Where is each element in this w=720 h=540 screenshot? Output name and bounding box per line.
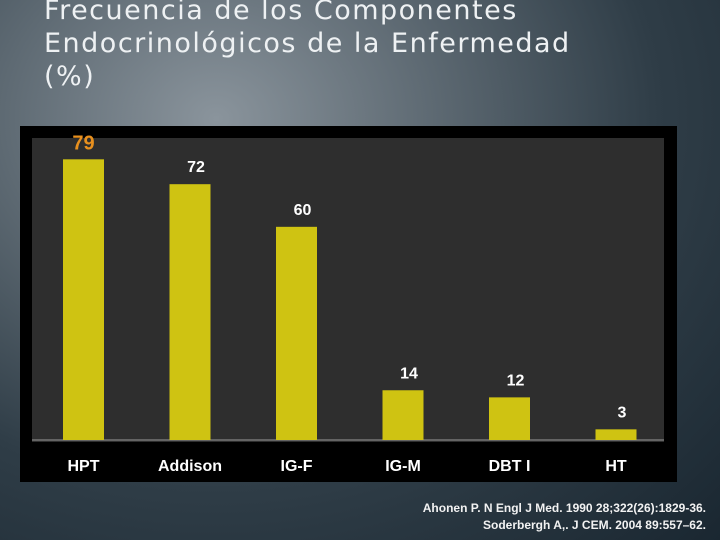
bar-dbt-i	[489, 397, 530, 440]
citation: Ahonen P. N Engl J Med. 1990 28;322(26):…	[286, 500, 706, 534]
bar-chart: 79 HPT 72 Addison 60 IG-F 14 IG-M 12 DBT I 3 HT	[32, 132, 664, 475]
bar-chart-panel: 79 HPT 72 Addison 60 IG-F 14 IG-M 12 DBT I 3 HT	[20, 126, 677, 482]
bar-ig-f	[276, 226, 317, 440]
x-tick-label: IG-M	[385, 458, 421, 475]
x-tick-label: HPT	[68, 458, 100, 475]
data-label: 72	[187, 159, 205, 176]
data-label: 12	[507, 372, 525, 389]
bar-ht	[595, 429, 637, 440]
slide-title: Frecuencia de los Componentes Endocrinol…	[44, 0, 644, 93]
data-label: 79	[72, 132, 94, 154]
data-label: 3	[618, 404, 627, 421]
slide-title-line-3: (%)	[44, 61, 96, 92]
citation-line-1: Ahonen P. N Engl J Med. 1990 28;322(26):…	[422, 501, 706, 515]
bar-hpt	[63, 159, 104, 441]
x-tick-label: DBT I	[489, 458, 531, 475]
x-tick-label: IG-F	[281, 458, 313, 475]
citation-line-2: Soderbergh A,. J CEM. 2004 89:557–62.	[483, 518, 706, 532]
bar-addison	[169, 184, 211, 440]
bar-ig-m	[382, 390, 424, 440]
data-label: 60	[294, 202, 312, 219]
x-tick-label: HT	[605, 458, 627, 475]
slide-title-line-2: Endocrinológicos de la Enfermedad	[44, 28, 571, 59]
data-label: 14	[400, 365, 418, 382]
slide-title-line-1: Frecuencia de los Componentes	[44, 0, 518, 26]
x-tick-label: Addison	[158, 458, 222, 475]
plot-area	[32, 138, 664, 442]
